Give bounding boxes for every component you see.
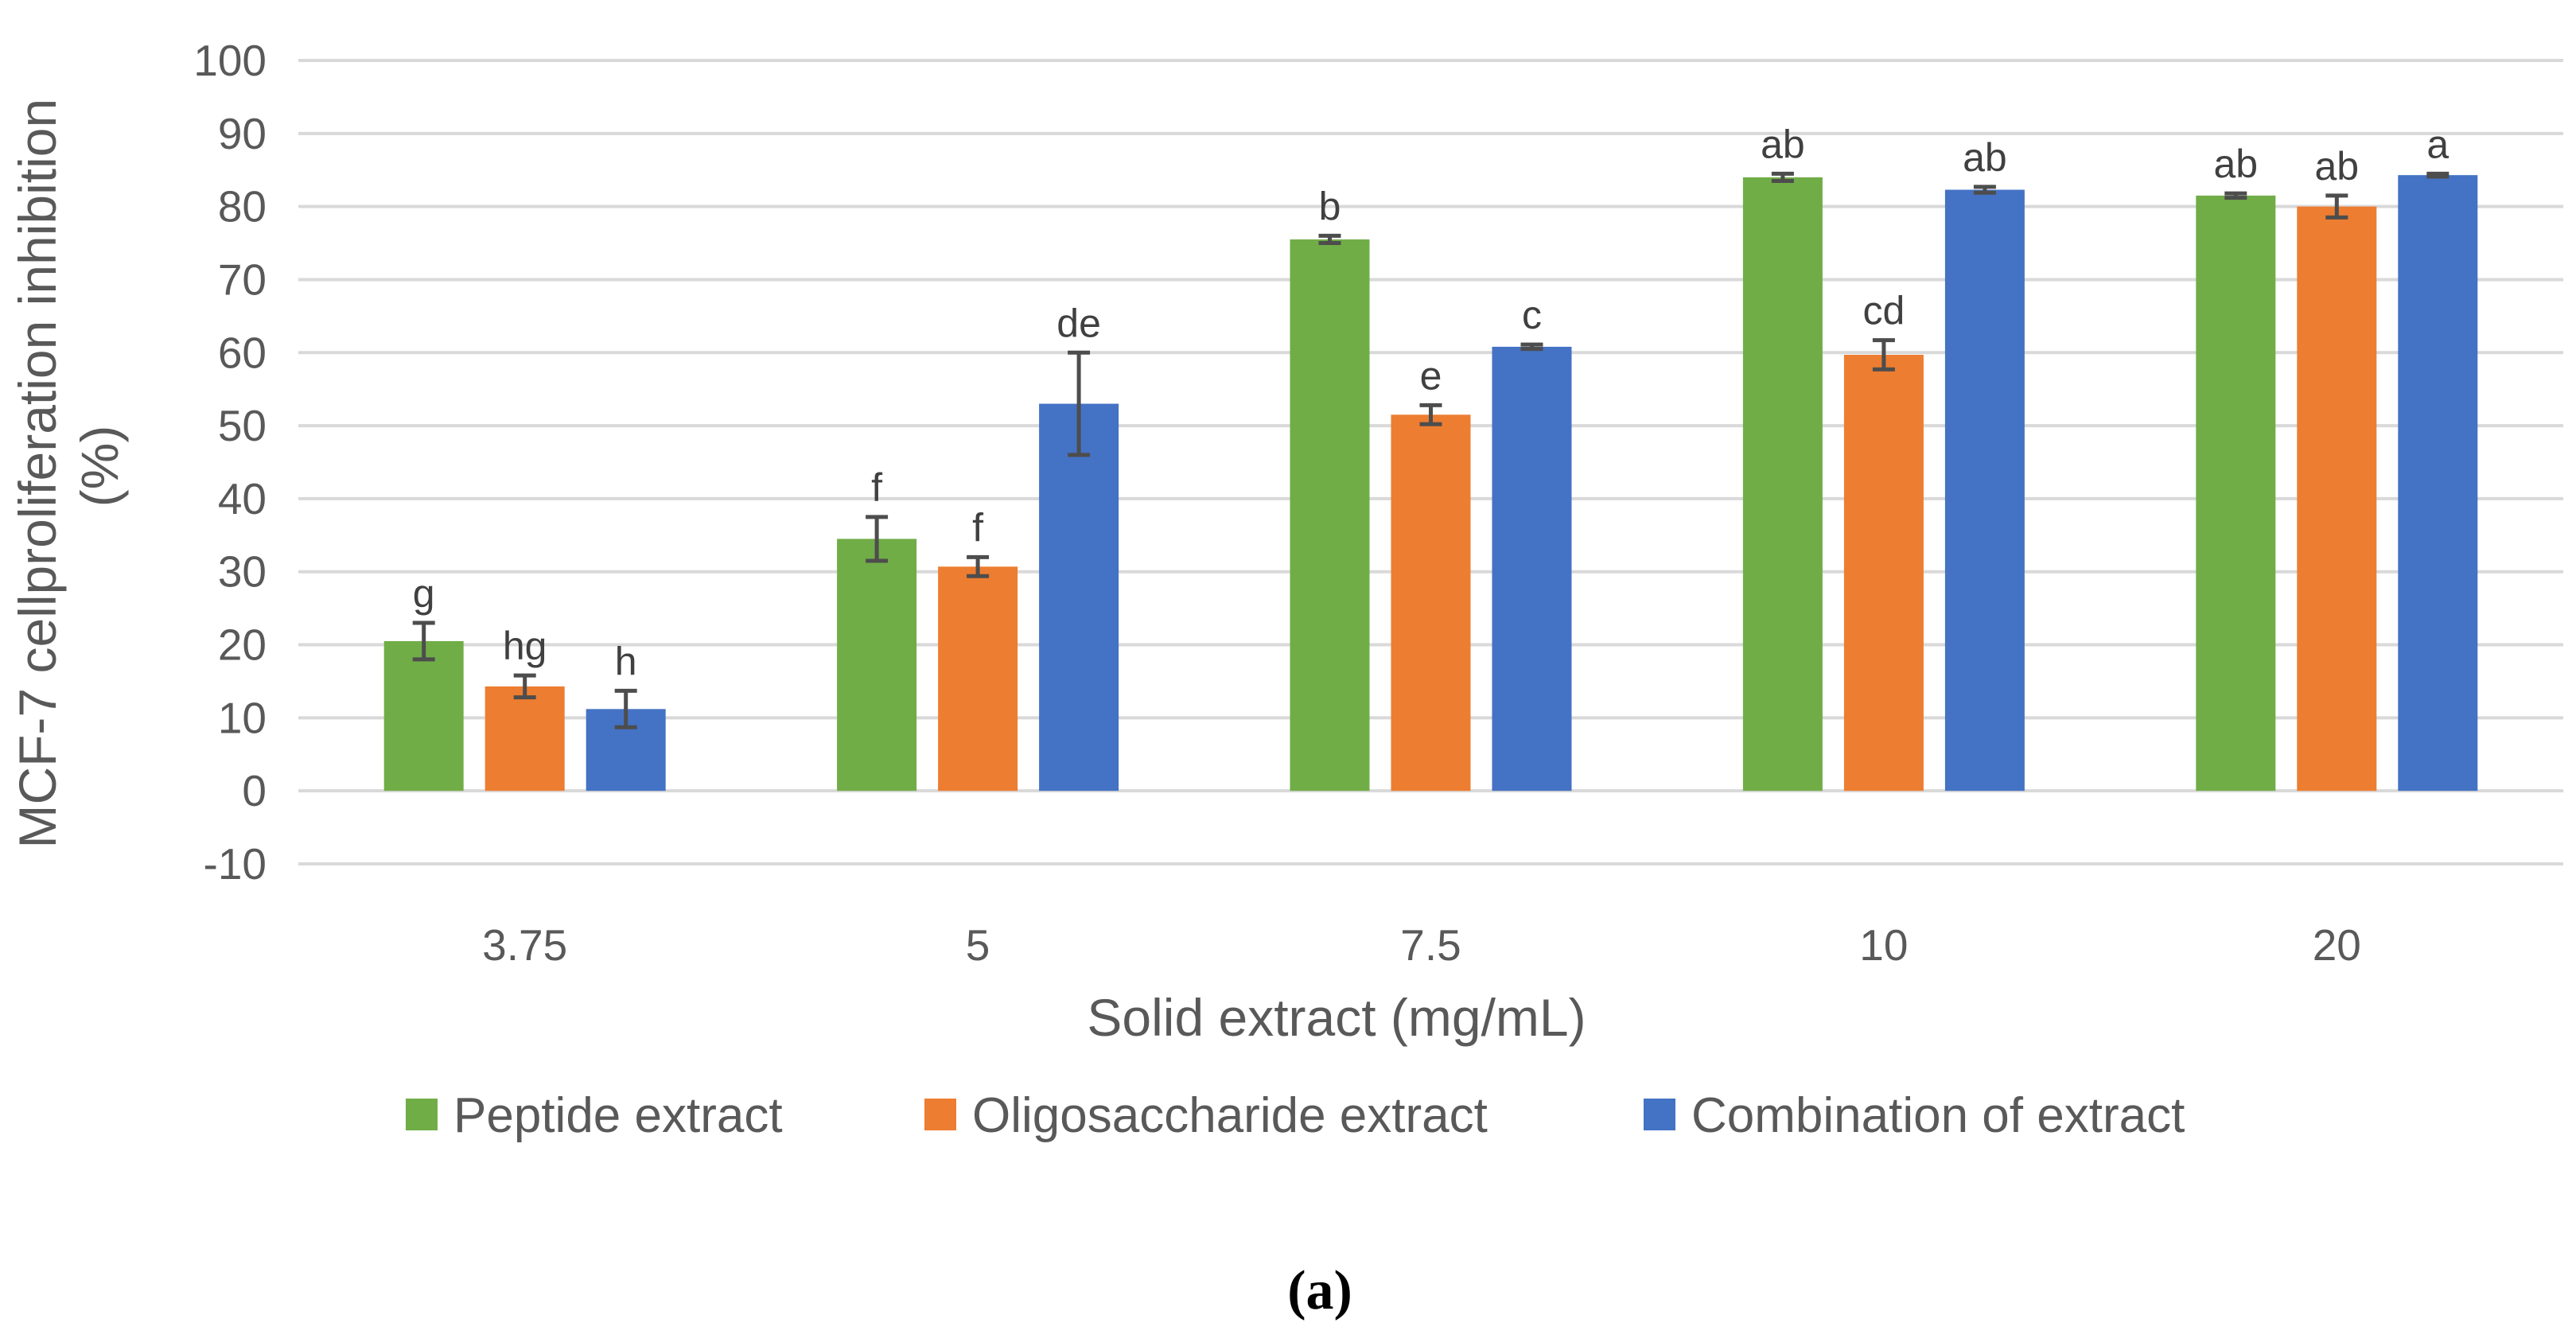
- error-bars: [412, 171, 2450, 729]
- significance-label: ab: [1963, 135, 2007, 180]
- error-bar: [1520, 342, 1543, 352]
- significance-label: ab: [2314, 144, 2359, 189]
- x-tick-label: 20: [2313, 920, 2361, 970]
- bar: [1391, 414, 1471, 792]
- significance-labels: g hg h f f de b e c ab cd ab ab ab a: [413, 122, 2450, 683]
- x-tick-label: 3.75: [482, 920, 567, 970]
- y-tick-label: 20: [218, 620, 267, 670]
- bar: [2398, 175, 2478, 792]
- y-tick-label: 70: [218, 255, 267, 304]
- x-tick-label: 10: [1859, 920, 1908, 970]
- y-axis-title-line-1: MCF-7 cellproliferation inhibition: [8, 99, 67, 849]
- x-tick-label: 7.5: [1400, 920, 1461, 970]
- y-tick-label: -10: [204, 839, 267, 889]
- legend-item: Oligosaccharide extract: [924, 1088, 1488, 1143]
- significance-label: de: [1056, 301, 1101, 345]
- significance-label: f: [972, 505, 983, 550]
- error-bar: [1318, 233, 1341, 246]
- significance-label: b: [1319, 184, 1341, 228]
- significance-label: hg: [503, 624, 547, 668]
- panel-label: (a): [1287, 1260, 1352, 1321]
- y-tick-label: 80: [218, 182, 267, 231]
- significance-label: e: [1420, 353, 1442, 398]
- y-axis-title: MCF-7 cellproliferation inhibition (%): [8, 84, 129, 848]
- x-tick-label: 5: [966, 920, 990, 970]
- bars: [383, 175, 2478, 792]
- error-bar: [1872, 338, 1895, 371]
- legend-swatch: [406, 1099, 438, 1130]
- significance-label: f: [871, 465, 882, 510]
- legend-item: Peptide extract: [406, 1088, 783, 1143]
- y-tick-label: 10: [218, 693, 267, 742]
- error-bar: [1068, 350, 1091, 457]
- x-axis-title: Solid extract (mg/mL): [1087, 988, 1586, 1047]
- y-tick-label: 50: [218, 401, 267, 450]
- error-bar: [1973, 185, 1996, 195]
- bar: [1742, 177, 1823, 792]
- significance-label: g: [413, 571, 435, 616]
- error-bar: [2426, 171, 2450, 179]
- bar: [837, 539, 917, 792]
- significance-label: cd: [1862, 289, 1905, 333]
- y-tick-label: 90: [218, 109, 267, 158]
- error-bar: [967, 554, 990, 578]
- error-bar: [866, 515, 889, 563]
- y-tick-label: 60: [218, 328, 267, 377]
- legend-label: Oligosaccharide extract: [972, 1088, 1488, 1143]
- y-tick-label: 0: [242, 766, 267, 815]
- bar: [1843, 355, 1924, 792]
- error-bar: [2325, 193, 2348, 220]
- x-tick-labels: 3.75 5 7.5 10 20: [482, 920, 2361, 970]
- bar: [1039, 403, 1119, 792]
- bar: [2196, 195, 2276, 792]
- bar: [1492, 346, 1572, 792]
- error-bar: [1419, 403, 1442, 426]
- error-bar: [412, 620, 435, 662]
- bar: [1290, 239, 1370, 792]
- bar: [383, 640, 464, 792]
- y-tick-label: 40: [218, 474, 267, 523]
- significance-label: a: [2426, 122, 2449, 166]
- significance-label: ab: [1761, 122, 1805, 166]
- legend: Peptide extract Oligosaccharide extract Co…: [406, 1088, 2185, 1143]
- bar: [938, 566, 1018, 792]
- bar: [484, 686, 565, 792]
- legend-item: Combination of extract: [1644, 1088, 2185, 1143]
- y-axis-title-line-2: (%): [70, 426, 129, 508]
- significance-label: ab: [2213, 142, 2258, 186]
- error-bar: [1771, 171, 1794, 183]
- error-bar: [2224, 191, 2247, 200]
- significance-label: h: [615, 639, 637, 683]
- y-tick-label: 100: [193, 36, 267, 85]
- error-bar: [614, 688, 637, 729]
- significance-label: c: [1522, 293, 1542, 337]
- error-bar: [513, 673, 536, 700]
- bar: [1944, 189, 2025, 792]
- legend-label: Combination of extract: [1691, 1088, 2185, 1143]
- y-tick-labels: -10 0 10 20 30 40 50 60 70 80 90 100: [193, 36, 267, 889]
- legend-swatch: [1644, 1099, 1675, 1130]
- legend-swatch: [924, 1099, 956, 1130]
- bar: [2297, 206, 2377, 792]
- y-tick-label: 30: [218, 547, 267, 597]
- legend-label: Peptide extract: [453, 1088, 783, 1143]
